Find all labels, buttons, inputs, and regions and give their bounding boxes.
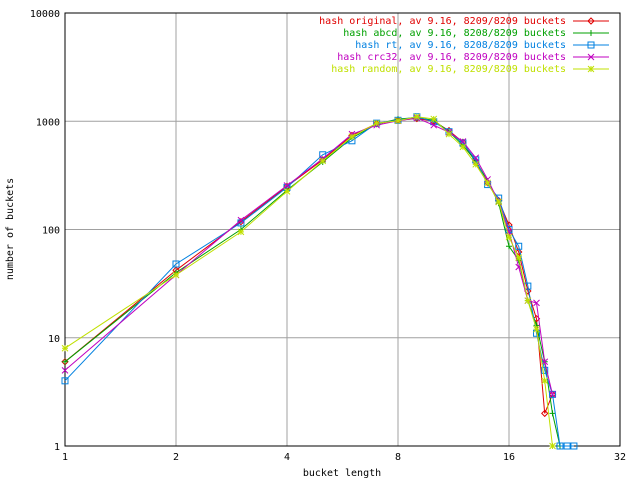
series-4	[61, 114, 556, 398]
x-tick-label: 2	[173, 452, 179, 463]
data-point	[541, 409, 549, 418]
legend: hash original, av 9.16, 8209/8209 bucket…	[319, 16, 609, 75]
legend-label: hash original, av 9.16, 8209/8209 bucket…	[319, 16, 566, 27]
data-point	[283, 182, 291, 189]
data-point	[394, 117, 402, 125]
data-point	[570, 442, 578, 450]
data-point	[172, 260, 180, 268]
data-point	[61, 344, 69, 352]
y-tick-label: 10000	[30, 9, 60, 20]
data-point	[549, 410, 556, 417]
data-point	[472, 154, 480, 162]
x-tick-label: 32	[614, 452, 626, 463]
legend-label: hash crc32, av 9.16, 8209/8209 buckets	[337, 52, 566, 63]
data-point	[62, 358, 68, 365]
data-point	[506, 243, 512, 250]
series-line	[64, 117, 553, 395]
data-point	[556, 442, 564, 450]
legend-marker	[587, 17, 595, 25]
data-point	[61, 366, 69, 374]
data-point	[459, 138, 467, 145]
grid	[65, 13, 620, 446]
data-point	[319, 157, 327, 165]
data-point	[505, 233, 513, 241]
data-point	[515, 254, 523, 261]
data-point	[172, 271, 180, 279]
series-line	[64, 117, 553, 414]
data-point	[524, 297, 532, 305]
data-point	[445, 130, 453, 138]
series-line	[64, 116, 574, 447]
series-group	[61, 113, 578, 450]
data-point	[549, 390, 557, 398]
x-tick-label: 4	[284, 452, 290, 463]
data-point	[348, 133, 356, 141]
legend-label: hash abcd, av 9.16, 8208/8209 buckets	[343, 28, 566, 39]
data-point	[515, 242, 523, 250]
y-tick-label: 1000	[36, 117, 60, 128]
data-point	[484, 179, 491, 187]
data-point	[237, 216, 245, 224]
legend-marker	[587, 53, 595, 61]
data-point	[459, 143, 467, 151]
data-point	[563, 442, 571, 450]
series-1	[61, 114, 557, 418]
x-axis-ticks: 1 2 4 8 16 32	[62, 452, 626, 463]
plot-frame	[64, 12, 621, 447]
data-point	[549, 390, 556, 398]
y-tick-label: 1	[54, 442, 60, 453]
data-point	[533, 299, 540, 307]
y-axis-ticks: 1 10 100 1000 10000	[30, 9, 60, 453]
data-point	[472, 160, 480, 168]
y-tick-label: 10	[48, 334, 60, 345]
legend-label: hash rt, av 9.16, 8208/8209 buckets	[355, 40, 566, 51]
legend-marker	[587, 41, 595, 49]
y-axis-label: number of buckets	[5, 178, 16, 280]
data-point	[413, 113, 421, 121]
data-point	[61, 377, 69, 385]
data-point	[533, 325, 540, 333]
legend-marker	[588, 30, 594, 36]
data-point	[237, 228, 245, 236]
data-point	[549, 442, 556, 450]
data-point	[430, 121, 438, 129]
y-tick-label: 100	[42, 226, 60, 237]
x-axis-label: bucket length	[303, 468, 381, 479]
legend-marker	[587, 65, 595, 73]
x-tick-label: 8	[395, 452, 401, 463]
series-5	[61, 113, 556, 450]
data-point	[541, 366, 549, 374]
data-point	[373, 119, 380, 127]
data-point	[541, 358, 549, 366]
data-point	[319, 151, 327, 159]
x-tick-label: 16	[503, 452, 515, 463]
data-point	[495, 198, 503, 206]
data-point	[430, 115, 438, 123]
legend-label: hash random, av 9.16, 8209/8209 buckets	[331, 64, 566, 75]
data-point	[541, 377, 549, 385]
x-tick-label: 1	[62, 452, 68, 463]
data-point	[283, 188, 291, 195]
